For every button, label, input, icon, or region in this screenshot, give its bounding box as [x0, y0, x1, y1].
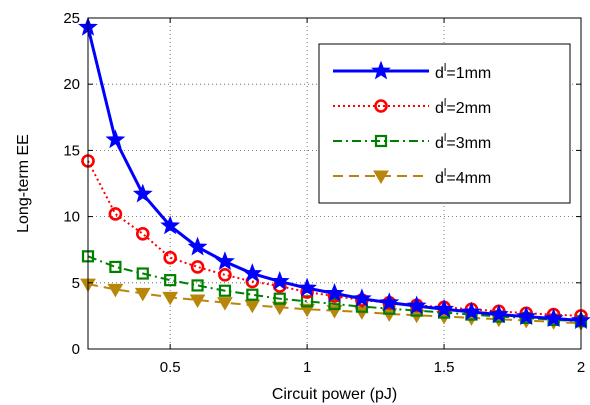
- y-tick-label: 20: [63, 76, 80, 93]
- legend-label: dl=4mm: [435, 167, 491, 187]
- data-point: [136, 267, 149, 280]
- x-tick-label: 2: [577, 359, 585, 376]
- y-tick-label: 0: [72, 341, 80, 358]
- data-point: [242, 263, 263, 282]
- data-point: [108, 207, 123, 221]
- y-tick-label: 15: [63, 142, 80, 159]
- data-point: [324, 282, 345, 302]
- data-point: [132, 183, 153, 203]
- legend-label: dl=2mm: [435, 97, 491, 117]
- legend-item: dl=2mm: [333, 97, 491, 117]
- data-point: [134, 287, 151, 302]
- axes-box: [87, 17, 582, 350]
- legend-label: dl=3mm: [435, 132, 491, 152]
- data-point: [488, 304, 509, 324]
- data-point: [163, 250, 177, 265]
- data-point: [379, 292, 400, 312]
- data-point: [269, 271, 290, 290]
- data-point: [217, 297, 233, 311]
- data-point: [189, 294, 206, 309]
- y-tick-label: 25: [63, 10, 80, 27]
- x-tick-label: 1: [303, 359, 311, 376]
- legend-label: dl=1mm: [435, 62, 491, 82]
- data-point: [246, 288, 259, 301]
- data-point: [461, 301, 482, 321]
- data-point: [543, 308, 564, 327]
- data-point: [351, 288, 372, 308]
- legend-item: dl=1mm: [333, 60, 491, 82]
- data-point: [516, 306, 537, 325]
- series-group: [78, 16, 590, 332]
- data-point: [218, 284, 232, 297]
- data-point: [107, 283, 124, 298]
- series-line: [87, 255, 582, 323]
- data-point: [434, 298, 454, 318]
- series-1: [78, 16, 590, 329]
- x-tick-label: 1.5: [434, 359, 455, 376]
- data-point: [374, 134, 388, 148]
- data-point: [328, 297, 341, 311]
- x-axis-label: Circuit power (pJ): [272, 386, 397, 403]
- legend-item: dl=4mm: [333, 167, 491, 187]
- data-point: [373, 170, 389, 184]
- data-point: [135, 227, 150, 241]
- y-tick-label: 10: [63, 209, 80, 226]
- data-point: [371, 60, 391, 80]
- data-point: [105, 129, 126, 149]
- y-tick-label: 5: [72, 275, 80, 292]
- data-point: [160, 215, 181, 235]
- data-point: [374, 99, 388, 113]
- data-point: [218, 268, 232, 282]
- data-point: [191, 279, 204, 292]
- data-point: [271, 301, 288, 316]
- data-point: [187, 236, 208, 256]
- x-tick-label: 0.5: [160, 359, 181, 376]
- data-point: [190, 260, 205, 274]
- data-point: [406, 295, 427, 315]
- y-axis-label: Long-term EE: [15, 134, 32, 233]
- data-point: [162, 291, 179, 306]
- data-point: [297, 277, 318, 297]
- legend-item: dl=3mm: [333, 132, 491, 152]
- data-point: [109, 260, 122, 274]
- data-point: [164, 274, 177, 287]
- data-point: [215, 251, 235, 271]
- legend: dl=1mm dl=2mm dl=3mm dl=4mm: [318, 43, 571, 204]
- data-point: [273, 292, 286, 305]
